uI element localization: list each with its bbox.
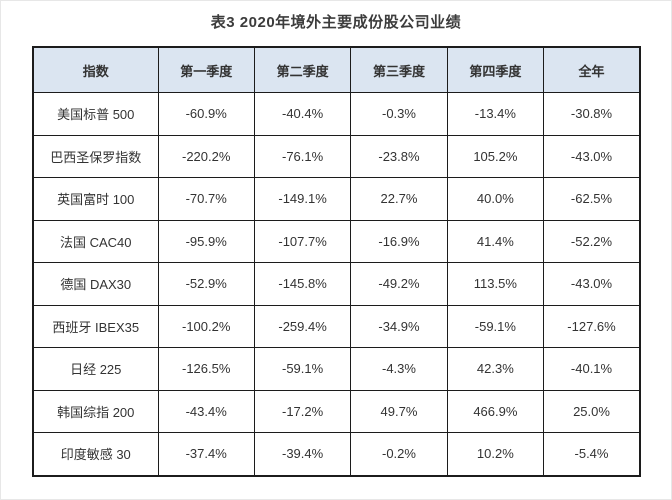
table-cell: -70.7% <box>157 177 255 221</box>
table-row: 印度敏感 30 -37.4% -39.4% -0.2% 10.2% -5.4% <box>32 432 641 476</box>
row-label: 德国 DAX30 <box>32 262 159 306</box>
table-cell: -0.2% <box>350 432 448 476</box>
table-cell: 42.3% <box>446 347 545 391</box>
table-row: 巴西圣保罗指数 -220.2% -76.1% -23.8% 105.2% -43… <box>32 134 641 178</box>
table-row: 法国 CAC40 -95.9% -107.7% -16.9% 41.4% -52… <box>32 219 641 263</box>
table-cell: -40.1% <box>543 347 641 391</box>
table-cell: -95.9% <box>157 219 255 263</box>
table-cell: -4.3% <box>350 347 448 391</box>
row-label: 法国 CAC40 <box>32 219 159 263</box>
table-cell: -59.1% <box>446 304 545 348</box>
table-cell: 22.7% <box>350 177 448 221</box>
table-cell: -23.8% <box>350 134 448 178</box>
table-cell: -60.9% <box>157 92 255 136</box>
performance-table: 指数 第一季度 第二季度 第三季度 第四季度 全年 美国标普 500 -60.9… <box>32 46 641 477</box>
table-cell: -126.5% <box>157 347 255 391</box>
column-header-index: 指数 <box>32 46 159 93</box>
table-cell: 25.0% <box>543 389 641 433</box>
performance-table-container: 指数 第一季度 第二季度 第三季度 第四季度 全年 美国标普 500 -60.9… <box>32 46 641 477</box>
table-row: 日经 225 -126.5% -59.1% -4.3% 42.3% -40.1% <box>32 347 641 391</box>
table-cell: -16.9% <box>350 219 448 263</box>
table-cell: -0.3% <box>350 92 448 136</box>
row-label: 韩国综指 200 <box>32 389 159 433</box>
table-cell: -107.7% <box>253 219 352 263</box>
row-label: 西班牙 IBEX35 <box>32 304 159 348</box>
table-cell: -40.4% <box>253 92 352 136</box>
table-cell: -149.1% <box>253 177 352 221</box>
column-header-q2: 第二季度 <box>253 46 352 93</box>
table-cell: -259.4% <box>253 304 352 348</box>
table-row: 英国富时 100 -70.7% -149.1% 22.7% 40.0% -62.… <box>32 177 641 221</box>
table-row: 西班牙 IBEX35 -100.2% -259.4% -34.9% -59.1%… <box>32 304 641 348</box>
table-cell: 105.2% <box>446 134 545 178</box>
table-cell: -49.2% <box>350 262 448 306</box>
table-cell: -43.0% <box>543 262 641 306</box>
column-header-fullyear: 全年 <box>543 46 641 93</box>
table-cell: -52.2% <box>543 219 641 263</box>
table-cell: 113.5% <box>446 262 545 306</box>
table-cell: -145.8% <box>253 262 352 306</box>
table-cell: -17.2% <box>253 389 352 433</box>
table-row: 美国标普 500 -60.9% -40.4% -0.3% -13.4% -30.… <box>32 92 641 136</box>
table-title: 表3 2020年境外主要成份股公司业绩 <box>210 14 462 31</box>
table-cell: -37.4% <box>157 432 255 476</box>
row-label: 美国标普 500 <box>32 92 159 136</box>
column-header-q1: 第一季度 <box>157 46 255 93</box>
table-cell: -30.8% <box>543 92 641 136</box>
table-cell: -100.2% <box>157 304 255 348</box>
header-row: 指数 第一季度 第二季度 第三季度 第四季度 全年 <box>32 46 641 93</box>
table-cell: -62.5% <box>543 177 641 221</box>
table-cell: 41.4% <box>446 219 545 263</box>
table-cell: -76.1% <box>253 134 352 178</box>
table-cell: 466.9% <box>446 389 545 433</box>
row-label: 英国富时 100 <box>32 177 159 221</box>
table-cell: -13.4% <box>446 92 545 136</box>
row-label: 日经 225 <box>32 347 159 391</box>
table-row: 韩国综指 200 -43.4% -17.2% 49.7% 466.9% 25.0… <box>32 389 641 433</box>
table-cell: -39.4% <box>253 432 352 476</box>
table-cell: -34.9% <box>350 304 448 348</box>
row-label: 印度敏感 30 <box>32 432 159 476</box>
table-cell: 49.7% <box>350 389 448 433</box>
table-cell: -52.9% <box>157 262 255 306</box>
table-cell: -220.2% <box>157 134 255 178</box>
row-label: 巴西圣保罗指数 <box>32 134 159 178</box>
table-cell: -127.6% <box>543 304 641 348</box>
table-cell: 10.2% <box>446 432 545 476</box>
table-cell: -43.0% <box>543 134 641 178</box>
table-cell: -59.1% <box>253 347 352 391</box>
table-cell: 40.0% <box>446 177 545 221</box>
column-header-q4: 第四季度 <box>446 46 545 93</box>
table-cell: -5.4% <box>543 432 641 476</box>
table-row: 德国 DAX30 -52.9% -145.8% -49.2% 113.5% -4… <box>32 262 641 306</box>
column-header-q3: 第三季度 <box>350 46 448 93</box>
table-cell: -43.4% <box>157 389 255 433</box>
